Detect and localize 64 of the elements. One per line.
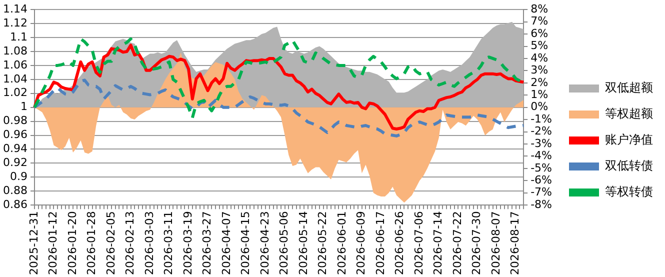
- x-tick-label: 2026-01-20: [66, 211, 79, 276]
- x-tick-label: 2026-07-30: [470, 211, 484, 276]
- y-tick-label: 0.96: [2, 128, 28, 142]
- y2-tick-label: 8%: [530, 2, 548, 16]
- y2-tick-label: -6%: [530, 174, 552, 186]
- y-tick-label: 0.92: [2, 156, 28, 170]
- x-tick-label: 2026-05-22: [316, 211, 330, 276]
- x-tick-label: 2026-06-26: [393, 211, 406, 276]
- x-tick-label: 2026-02-05: [104, 211, 118, 276]
- x-tick-label: 2026-02-13: [124, 211, 137, 276]
- x-tick-label: 2025-12-31: [27, 211, 40, 276]
- y2-tick-label: -1%: [530, 112, 552, 126]
- x-tick-label: 2026-07-06: [412, 211, 426, 276]
- x-tick-label: 2026-05-14: [296, 211, 310, 276]
- y-tick-label: 1.08: [2, 44, 28, 58]
- x-tick-label: 2026-05-06: [278, 211, 291, 276]
- y2-tick-label: 7%: [530, 14, 548, 28]
- x-tick-label: 2026-03-19: [181, 211, 194, 276]
- y2-tick-label: -8%: [530, 198, 552, 211]
- y2-tick-label: 6%: [530, 26, 548, 40]
- y-tick-label: 0.9: [10, 170, 28, 184]
- y2-tick-label: -7%: [530, 186, 552, 199]
- y2-tick-label: 4%: [530, 51, 548, 64]
- x-tick-label: 2026-04-23: [258, 211, 272, 276]
- y-tick-label: 0.94: [2, 142, 28, 156]
- x-tick-label: 2026-03-03: [142, 211, 156, 276]
- x-tick-label: 2026-07-22: [450, 211, 464, 276]
- legend-label: 等权转债: [605, 184, 653, 199]
- y-tick-label: 0.88: [2, 184, 28, 197]
- x-tick-label: 2026-08-07: [489, 211, 502, 276]
- y-tick-label: 0.86: [2, 198, 28, 211]
- x-tick-label: 2026-04-07: [220, 211, 233, 276]
- y2-tick-label: -5%: [530, 161, 552, 174]
- x-tick-label: 2026-07-14: [432, 211, 445, 276]
- y2-tick-label: 3%: [530, 64, 548, 77]
- x-tick-label: 2026-03-11: [162, 211, 176, 276]
- y-tick-label: 1.14: [2, 2, 28, 16]
- x-tick-label: 2026-08-17: [508, 211, 522, 276]
- y-tick-label: 1: [20, 100, 28, 114]
- x-tick-label: 2026-04-15: [239, 211, 252, 276]
- y-tick-label: 1.12: [2, 16, 28, 30]
- legend-label: 双低超额: [605, 80, 653, 95]
- legend-label: 账户净值: [605, 132, 653, 147]
- y-tick-label: 0.98: [2, 114, 28, 128]
- legend-label: 双低转债: [605, 158, 653, 173]
- x-tick-label: 2026-06-17: [374, 211, 387, 276]
- x-tick-label: 2026-03-27: [200, 211, 214, 276]
- y-tick-label: 1.02: [2, 86, 28, 100]
- y2-tick-label: 1%: [530, 88, 548, 101]
- y2-tick-label: 0%: [530, 100, 548, 114]
- x-tick-label: 2026-06-01: [335, 211, 348, 276]
- y2-tick-label: -3%: [530, 136, 552, 150]
- x-tick-label: 2026-06-09: [354, 211, 368, 276]
- legend-label: 等权超额: [605, 106, 653, 121]
- y-tick-label: 1.06: [2, 58, 28, 72]
- y2-tick-label: -4%: [530, 149, 552, 162]
- y-tick-label: 1.1: [10, 30, 28, 44]
- x-tick-label: 2026-01-28: [85, 211, 98, 276]
- x-tick-label: 2026-01-12: [46, 211, 60, 276]
- line-series: [32, 78, 526, 138]
- y2-tick-label: 5%: [530, 39, 548, 52]
- y2-tick-label: -2%: [530, 124, 552, 138]
- y2-tick-label: 2%: [530, 76, 548, 89]
- y-tick-label: 1.04: [2, 72, 28, 86]
